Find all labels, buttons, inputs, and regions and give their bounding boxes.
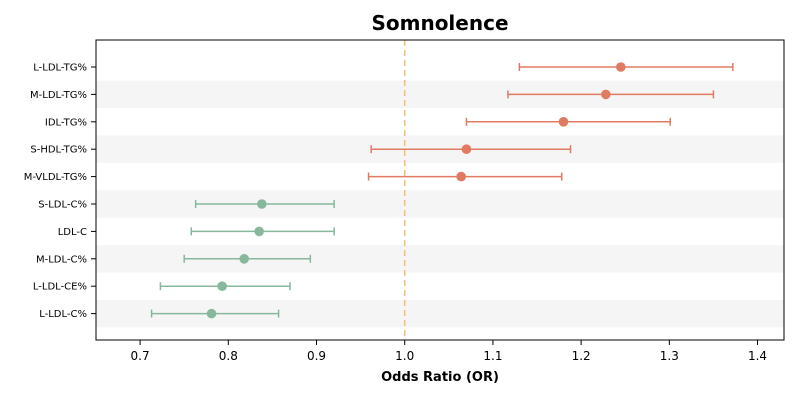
x-tick-label: 1.2: [572, 349, 591, 363]
category-label: L-LDL-C%: [39, 309, 87, 320]
y-axis-labels: L-LDL-TG% M-LDL-TG% IDL-TG% S-HDL-TG% M-VLDL…: [24, 63, 96, 320]
category-label: LDL-C: [58, 227, 87, 238]
or-point: [558, 117, 569, 127]
or-point: [456, 171, 466, 182]
data-marks: [150, 62, 734, 319]
category-label: S-LDL-C%: [38, 200, 87, 211]
x-tick-label: 1.0: [395, 349, 414, 363]
category-label: M-LDL-C%: [36, 254, 87, 265]
or-point: [461, 144, 472, 154]
x-axis-label: Odds Ratio (OR): [381, 370, 499, 385]
x-axis-ticks: 0.7 0.8 0.9 1.0 1.1 1.2 1.3 1.4: [131, 340, 767, 363]
category-label: M-LDL-TG%: [30, 90, 87, 101]
plot-frame: [95, 39, 785, 341]
category-label: L-LDL-TG%: [33, 63, 87, 74]
or-point: [601, 89, 611, 100]
x-tick-label: 0.7: [131, 349, 150, 363]
x-tick-label: 0.8: [219, 349, 238, 363]
x-tick-label: 1.1: [483, 349, 502, 363]
category-label: IDL-TG%: [45, 117, 87, 128]
or-point: [257, 199, 267, 209]
category-label: L-LDL-CE%: [33, 282, 87, 293]
category-label: S-HDL-TG%: [30, 145, 87, 156]
chart-title: Somnolence: [371, 11, 508, 35]
x-tick-label: 0.9: [307, 349, 326, 363]
x-tick-label: 1.3: [660, 349, 679, 363]
category-label: M-VLDL-TG%: [24, 172, 87, 183]
or-point: [616, 62, 626, 72]
x-tick-label: 1.4: [748, 349, 767, 363]
or-point: [217, 281, 227, 292]
or-point: [239, 253, 249, 264]
or-point: [254, 226, 264, 237]
or-point: [206, 308, 217, 319]
